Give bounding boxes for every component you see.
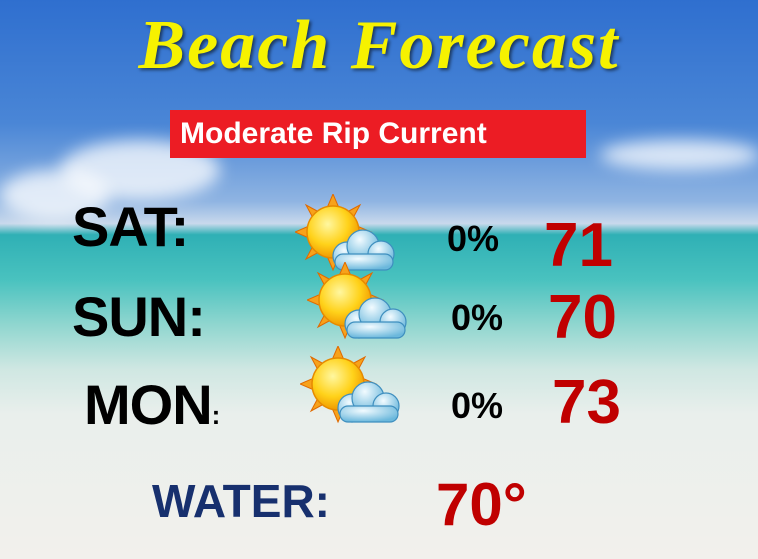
rip-current-banner: Moderate Rip Current — [170, 110, 586, 158]
colon: : — [170, 195, 190, 258]
day-label-mon: MON: — [84, 372, 221, 437]
partly-sunny-icon — [307, 262, 407, 339]
high-temp-sat: 71 — [544, 211, 613, 280]
high-temp-sun: 70 — [548, 283, 617, 352]
water-label: WATER: — [152, 475, 331, 527]
day-label-sun: SUN: — [72, 284, 206, 349]
day-name: MON — [84, 373, 213, 436]
day-name: SAT — [72, 195, 172, 258]
cloud — [600, 140, 758, 170]
rain-chance-mon: 0% — [451, 385, 504, 426]
day-label-sat: SAT: — [72, 194, 190, 259]
page-title: Beach Forecast — [138, 7, 620, 84]
rain-chance-sat: 0% — [447, 218, 500, 259]
cloud — [0, 170, 110, 220]
colon: : — [211, 400, 221, 430]
partly-sunny-icon — [300, 346, 400, 423]
rain-chance-sun: 0% — [451, 297, 504, 338]
water-temp: 70° — [436, 471, 527, 538]
day-name: SUN — [72, 285, 188, 348]
colon: : — [187, 285, 206, 348]
high-temp-mon: 73 — [552, 368, 621, 437]
